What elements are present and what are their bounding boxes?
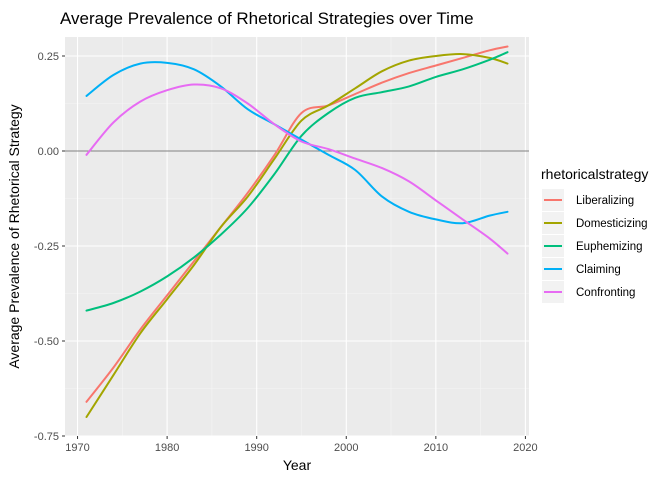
chart-title: Average Prevalence of Rhetorical Strateg…	[60, 9, 474, 28]
y-axis: -0.75 -0.50 -0.25 0.00 0.25	[34, 51, 65, 443]
legend: rhetoricalstrategy Liberalizing Domestici…	[541, 166, 648, 303]
legend-title: rhetoricalstrategy	[541, 166, 648, 182]
y-tick-label: 0.25	[38, 51, 59, 63]
x-tick-label: 2000	[334, 442, 358, 454]
legend-item-confronting: Confronting	[542, 281, 635, 303]
y-tick-label: -0.75	[34, 431, 59, 443]
legend-label-euphemizing: Euphemizing	[576, 241, 642, 253]
legend-label-domesticizing: Domesticizing	[576, 218, 648, 230]
series-line-euphemizing	[85, 51, 509, 312]
grid-minor	[65, 37, 529, 436]
plot-panel	[65, 37, 529, 436]
legend-item-euphemizing: Euphemizing	[542, 235, 642, 257]
legend-label-liberalizing: Liberalizing	[576, 195, 634, 207]
y-axis-title: Average Prevalence of Rhetorical Strateg…	[6, 104, 22, 368]
series-line-claiming	[85, 61, 509, 225]
legend-label-confronting: Confronting	[576, 287, 635, 299]
x-axis-title: Year	[283, 457, 312, 473]
legend-item-domesticizing: Domesticizing	[542, 212, 648, 234]
x-tick-label: 1990	[244, 442, 268, 454]
legend-label-claiming: Claiming	[576, 264, 621, 276]
y-tick-label: 0.00	[38, 146, 59, 158]
series-line-domesticizing	[85, 53, 509, 418]
series-line-confronting	[85, 83, 509, 255]
x-tick-label: 2020	[513, 442, 537, 454]
series-line-liberalizing	[85, 45, 509, 403]
x-tick-label: 1970	[65, 442, 89, 454]
y-tick-label: -0.50	[34, 336, 59, 348]
x-axis: 1970 1980 1990 2000 2010 2020	[65, 436, 538, 454]
y-tick-label: -0.25	[34, 241, 59, 253]
legend-item-claiming: Claiming	[542, 258, 621, 280]
x-tick-label: 1980	[155, 442, 179, 454]
x-tick-label: 2010	[424, 442, 448, 454]
legend-item-liberalizing: Liberalizing	[542, 189, 634, 211]
series-layer	[85, 45, 509, 418]
legend-items: Liberalizing Domesticizing Euphemizing Clai…	[542, 189, 648, 303]
